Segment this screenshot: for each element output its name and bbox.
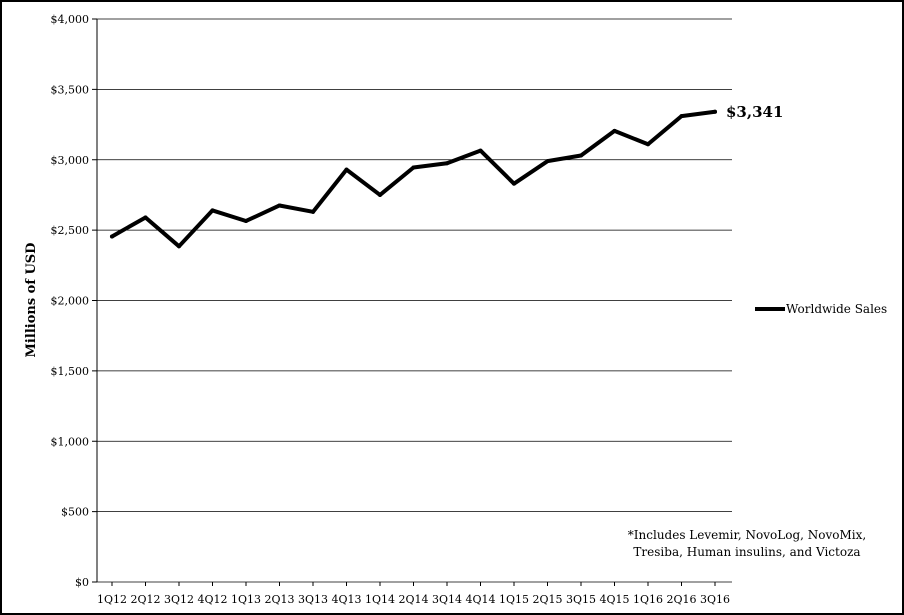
y-tick-label: $4,000 xyxy=(51,13,90,26)
x-tick-label: 1Q14 xyxy=(365,593,395,606)
y-tick-label: $3,500 xyxy=(51,83,90,96)
x-tick-label: 3Q16 xyxy=(700,593,730,606)
x-tick-label: 3Q13 xyxy=(298,593,328,606)
y-tick-label: $500 xyxy=(61,506,89,519)
legend-label: Worldwide Sales xyxy=(786,302,887,316)
x-tick-label: 1Q12 xyxy=(97,593,127,606)
x-tick-label: 3Q15 xyxy=(566,593,596,606)
data-point xyxy=(110,234,114,239)
data-point xyxy=(177,244,181,249)
end-value-label: $3,341 xyxy=(726,103,783,121)
data-point xyxy=(545,159,550,164)
x-tick-label: 1Q15 xyxy=(499,593,529,606)
x-tick-label: 1Q16 xyxy=(633,593,663,606)
x-tick-label: 1Q13 xyxy=(231,593,261,606)
x-tick-label: 4Q14 xyxy=(465,593,495,606)
y-axis-label: Millions of USD xyxy=(24,243,39,358)
data-point xyxy=(143,215,148,220)
data-point xyxy=(311,209,315,214)
data-point xyxy=(646,142,650,147)
data-point xyxy=(478,148,483,153)
x-tick-label: 2Q12 xyxy=(130,593,160,606)
data-point xyxy=(612,128,617,133)
data-point xyxy=(713,109,717,114)
data-point xyxy=(277,203,282,208)
x-tick-label: 3Q12 xyxy=(164,593,194,606)
y-tick-label: $1,000 xyxy=(51,435,90,448)
x-tick-label: 2Q15 xyxy=(532,593,562,606)
footnote-line-1: *Includes Levemir, NovoLog, NovoMix, xyxy=(627,528,867,542)
data-point xyxy=(579,153,583,158)
x-axis: 1Q12 2Q12 3Q12 4Q12 1Q13 2Q13 3Q13 4Q13 1Q14 2Q14… xyxy=(97,582,730,606)
series-layer xyxy=(110,109,717,249)
legend: Worldwide Sales xyxy=(755,302,887,316)
y-tick-label: $0 xyxy=(75,576,89,589)
y-tick-label: $3,000 xyxy=(51,154,90,167)
data-point xyxy=(210,208,215,213)
x-tick-label: 4Q12 xyxy=(197,593,227,606)
footnote-line-2: Tresiba, Human insulins, and Victoza xyxy=(633,545,861,559)
data-point xyxy=(378,192,382,197)
data-point xyxy=(344,167,349,172)
data-point xyxy=(244,218,248,223)
data-point xyxy=(445,161,449,166)
x-tick-label: 2Q16 xyxy=(666,593,696,606)
y-tick-label: $1,500 xyxy=(51,365,90,378)
series-line-worldwide-sales xyxy=(110,109,717,249)
x-tick-label: 4Q15 xyxy=(599,593,629,606)
gridlines xyxy=(97,18,732,583)
x-tick-label: 2Q14 xyxy=(398,593,428,606)
data-point xyxy=(679,114,684,119)
y-tick-label: $2,000 xyxy=(51,295,90,308)
y-tick-label: $2,500 xyxy=(51,224,90,237)
y-axis: $0 $500 $1,000 $1,500 $2,000 $2,500 $3,000 $3,5… xyxy=(51,13,98,589)
footnote: *Includes Levemir, NovoLog, NovoMix, Tre… xyxy=(602,527,892,561)
data-point xyxy=(512,181,516,186)
x-tick-label: 2Q13 xyxy=(264,593,294,606)
x-tick-label: 3Q14 xyxy=(432,593,462,606)
data-point xyxy=(411,165,416,170)
x-tick-label: 4Q13 xyxy=(331,593,361,606)
